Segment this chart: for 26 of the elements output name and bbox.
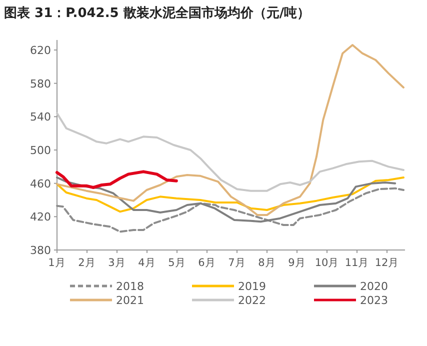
legend-label: 2018 <box>116 280 144 293</box>
y-tick-label: 420 <box>30 210 51 224</box>
x-tick-label: 12月 <box>374 257 400 269</box>
x-tick-label: 7月 <box>228 257 246 269</box>
x-tick-label: 1月 <box>48 257 66 269</box>
x-tick-label: 2月 <box>78 257 96 269</box>
y-tick-label: 500 <box>30 144 51 157</box>
x-tick-label: 4月 <box>138 257 156 269</box>
x-tick-label: 6月 <box>198 257 216 269</box>
legend-label: 2019 <box>238 280 266 293</box>
legend-label: 2023 <box>360 294 388 307</box>
x-tick-label: 3月 <box>108 257 126 269</box>
y-tick-label: 580 <box>30 77 51 90</box>
y-tick-label: 620 <box>30 44 51 57</box>
y-tick-label: 540 <box>30 110 51 124</box>
x-tick-label: 11月 <box>344 257 370 269</box>
y-tick-label: 380 <box>30 244 51 257</box>
legend-label: 2020 <box>360 280 388 293</box>
x-tick-label: 9月 <box>288 257 306 269</box>
legend-label: 2022 <box>238 294 266 307</box>
chart-title: 图表 31：P.042.5 散装水泥全国市场均价（元/吨） <box>4 5 310 21</box>
legend-label: 2021 <box>116 294 144 307</box>
y-tick-label: 460 <box>30 177 51 190</box>
x-tick-label: 5月 <box>168 257 186 269</box>
x-tick-label: 8月 <box>258 257 276 269</box>
x-tick-label: 10月 <box>314 257 340 269</box>
